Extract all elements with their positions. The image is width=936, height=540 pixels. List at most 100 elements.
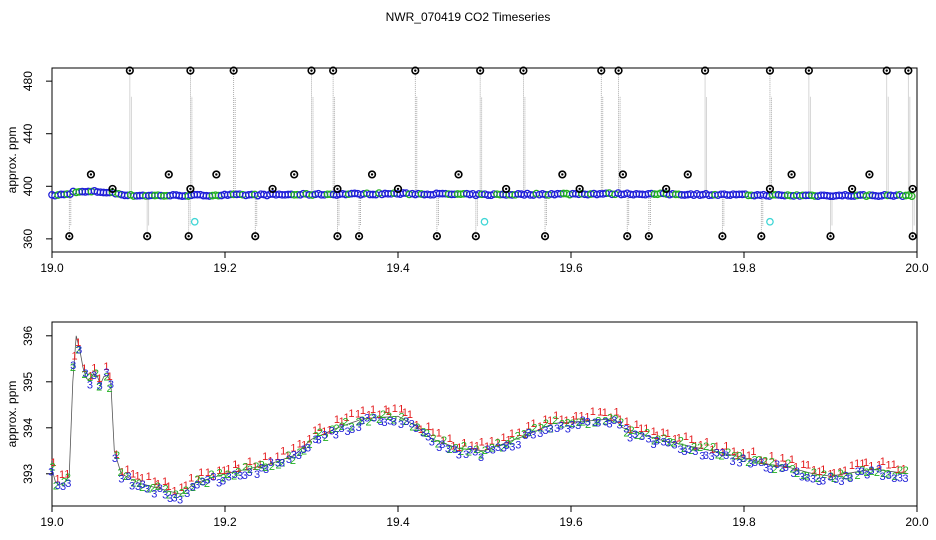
outlier-point bbox=[86, 170, 96, 179]
series-1-marker: 1 bbox=[602, 407, 608, 419]
series-2-marker: 2 bbox=[306, 439, 312, 451]
series-2-marker: 2 bbox=[880, 468, 886, 480]
series-2-marker: 2 bbox=[279, 457, 285, 469]
series-1-marker: 1 bbox=[750, 446, 756, 458]
outlier-point bbox=[519, 66, 528, 75]
series-1-marker: 1 bbox=[152, 476, 158, 488]
series-1-marker: 1 bbox=[854, 458, 860, 470]
outlier-point bbox=[908, 184, 917, 194]
series-2-marker: 2 bbox=[329, 424, 335, 436]
outlier-point bbox=[393, 184, 403, 194]
series-2-marker: 2 bbox=[531, 423, 537, 435]
outlier-point bbox=[125, 66, 134, 75]
series-3-marker: 3 bbox=[258, 462, 264, 474]
series-2-marker: 2 bbox=[369, 412, 375, 424]
series-2-marker: 2 bbox=[794, 468, 800, 480]
series-3-marker: 3 bbox=[301, 444, 307, 456]
series-3-marker: 3 bbox=[339, 423, 345, 435]
series-2-marker: 2 bbox=[801, 470, 807, 482]
outlier-point-core bbox=[167, 173, 170, 176]
series-3-marker: 3 bbox=[87, 379, 93, 391]
series-1-marker: 1 bbox=[579, 411, 585, 423]
series-2-marker: 2 bbox=[821, 469, 827, 481]
series-2-marker: 2 bbox=[785, 458, 791, 470]
series-1-marker: 1 bbox=[474, 441, 480, 453]
series-3-marker: 3 bbox=[333, 430, 339, 442]
series-1-marker: 1 bbox=[96, 373, 102, 385]
series-2-marker: 2 bbox=[607, 413, 613, 425]
series-3-marker: 3 bbox=[681, 446, 687, 458]
series-1-marker: 1 bbox=[339, 416, 345, 428]
outlier-point-core bbox=[600, 69, 603, 72]
series-3-marker: 3 bbox=[391, 416, 397, 428]
series-1-marker: 1 bbox=[360, 405, 366, 417]
series-3-marker: 3 bbox=[752, 457, 758, 469]
x-tick-label: 19.6 bbox=[559, 515, 583, 529]
series-2-marker: 2 bbox=[424, 428, 430, 440]
series-2-marker: 2 bbox=[736, 450, 742, 462]
outlier-point-core bbox=[768, 69, 772, 72]
outlier-point-core bbox=[721, 235, 724, 238]
series-1-marker: 1 bbox=[447, 433, 453, 445]
series-1-marker: 1 bbox=[119, 467, 125, 479]
series-2-marker: 2 bbox=[81, 369, 87, 381]
series-2-marker: 2 bbox=[104, 372, 110, 384]
series-2-marker: 2 bbox=[543, 418, 549, 430]
outlier-point-core bbox=[271, 187, 274, 191]
series-1-marker: 1 bbox=[71, 351, 77, 363]
series-1-marker: 1 bbox=[584, 411, 590, 423]
series-2-marker: 2 bbox=[612, 414, 618, 426]
series-2-marker: 2 bbox=[565, 417, 571, 429]
series-3-marker: 3 bbox=[740, 453, 746, 465]
series-1-marker: 1 bbox=[638, 423, 644, 435]
series-1-marker: 1 bbox=[225, 464, 231, 476]
outlier-point-core bbox=[907, 69, 910, 72]
series-2-marker: 2 bbox=[70, 362, 76, 374]
series-3-marker: 3 bbox=[639, 431, 645, 443]
series-1-marker: 1 bbox=[479, 437, 485, 449]
series-3-marker: 3 bbox=[891, 473, 897, 485]
series-2-marker: 2 bbox=[414, 422, 420, 434]
series-1-marker: 1 bbox=[811, 464, 817, 476]
series-1-marker: 1 bbox=[440, 435, 446, 447]
series-2-marker: 2 bbox=[885, 469, 891, 481]
outlier-point bbox=[333, 232, 342, 241]
series-2-marker: 2 bbox=[204, 478, 210, 490]
series-2-marker: 2 bbox=[323, 432, 329, 444]
series-1-marker: 1 bbox=[469, 440, 475, 452]
series-1-marker: 1 bbox=[243, 462, 249, 474]
series-2-marker: 2 bbox=[145, 484, 151, 496]
series-2-marker: 2 bbox=[618, 417, 624, 429]
series-1-marker: 1 bbox=[155, 479, 161, 491]
series-3-marker: 3 bbox=[547, 424, 553, 436]
outlier-point bbox=[329, 66, 338, 75]
series-3-marker: 3 bbox=[703, 450, 709, 462]
series-3-marker: 3 bbox=[205, 475, 211, 487]
series-2-marker: 2 bbox=[190, 482, 196, 494]
series-2-marker: 2 bbox=[313, 430, 319, 442]
y-tick-label: 480 bbox=[21, 71, 35, 91]
series-2-marker: 2 bbox=[75, 345, 81, 357]
outlier-point bbox=[618, 170, 628, 179]
series-2-marker: 2 bbox=[453, 442, 459, 454]
series-1-marker: 1 bbox=[573, 411, 579, 423]
outlier-point bbox=[251, 232, 260, 241]
series-1-marker: 1 bbox=[398, 404, 404, 416]
series-3-marker: 3 bbox=[501, 443, 507, 455]
series-3-marker: 3 bbox=[151, 488, 157, 500]
series-1-marker: 1 bbox=[370, 404, 376, 416]
series-1-marker: 1 bbox=[559, 414, 565, 426]
series-3-marker: 3 bbox=[651, 439, 657, 451]
series-1-marker: 1 bbox=[842, 465, 848, 477]
outlier-point-core bbox=[885, 69, 888, 72]
series-2-marker: 2 bbox=[339, 421, 345, 433]
outlier-point-core bbox=[664, 187, 668, 191]
series-3-marker: 3 bbox=[413, 423, 419, 435]
series-3-marker: 3 bbox=[495, 442, 501, 454]
series-2-marker: 2 bbox=[859, 465, 865, 477]
series-2-marker: 2 bbox=[380, 409, 386, 421]
outlier-point-core bbox=[617, 69, 620, 72]
series-3-marker: 3 bbox=[322, 429, 328, 441]
series-3-marker: 3 bbox=[708, 451, 714, 463]
